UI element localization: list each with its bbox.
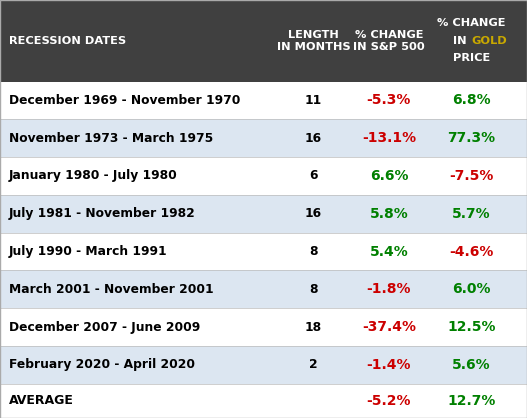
Text: 5.6%: 5.6% [452,358,491,372]
Text: 16: 16 [305,207,322,220]
Text: -5.2%: -5.2% [367,394,411,408]
Text: December 2007 - June 2009: December 2007 - June 2009 [9,321,200,334]
Text: LENGTH
IN MONTHS: LENGTH IN MONTHS [277,30,350,51]
Text: February 2020 - April 2020: February 2020 - April 2020 [9,358,195,371]
Bar [0,82,527,119]
Bar [0,346,527,384]
Text: November 1973 - March 1975: November 1973 - March 1975 [9,132,213,145]
Text: % CHANGE: % CHANGE [437,18,506,28]
Bar [0,384,527,418]
Text: RECESSION DATES: RECESSION DATES [9,36,126,46]
Text: 18: 18 [305,321,322,334]
Text: -4.6%: -4.6% [450,245,494,258]
Text: 2: 2 [309,358,318,371]
Text: IN: IN [453,36,471,46]
Text: -1.4%: -1.4% [367,358,411,372]
Bar [0,308,527,346]
Text: 16: 16 [305,132,322,145]
Text: GOLD: GOLD [471,36,507,46]
Text: -37.4%: -37.4% [362,320,416,334]
Text: January 1980 - July 1980: January 1980 - July 1980 [9,169,178,182]
Text: PRICE: PRICE [453,54,490,63]
Bar [0,270,527,308]
Text: 5.7%: 5.7% [452,207,491,221]
Text: 6.6%: 6.6% [369,169,408,183]
Text: 8: 8 [309,245,318,258]
Text: 6.0%: 6.0% [452,282,491,296]
Text: 77.3%: 77.3% [447,131,496,145]
Bar [0,195,527,233]
Text: March 2001 - November 2001: March 2001 - November 2001 [9,283,213,296]
Text: -13.1%: -13.1% [362,131,416,145]
Text: 5.8%: 5.8% [369,207,408,221]
Text: December 1969 - November 1970: December 1969 - November 1970 [9,94,240,107]
Text: AVERAGE: AVERAGE [9,394,74,408]
Text: July 1990 - March 1991: July 1990 - March 1991 [9,245,168,258]
Text: 6: 6 [309,169,318,182]
Text: -5.3%: -5.3% [367,93,411,107]
Bar [0,157,527,195]
Text: 6.8%: 6.8% [452,93,491,107]
Text: 12.5%: 12.5% [447,320,496,334]
Text: 8: 8 [309,283,318,296]
Text: % CHANGE
IN S&P 500: % CHANGE IN S&P 500 [353,30,425,51]
Bar [0,119,527,157]
Text: -1.8%: -1.8% [367,282,411,296]
Bar [0,0,527,82]
Text: 11: 11 [305,94,322,107]
Text: 5.4%: 5.4% [369,245,408,258]
Bar [0,232,527,270]
Text: July 1981 - November 1982: July 1981 - November 1982 [9,207,196,220]
Text: -7.5%: -7.5% [450,169,494,183]
Text: 12.7%: 12.7% [447,394,496,408]
